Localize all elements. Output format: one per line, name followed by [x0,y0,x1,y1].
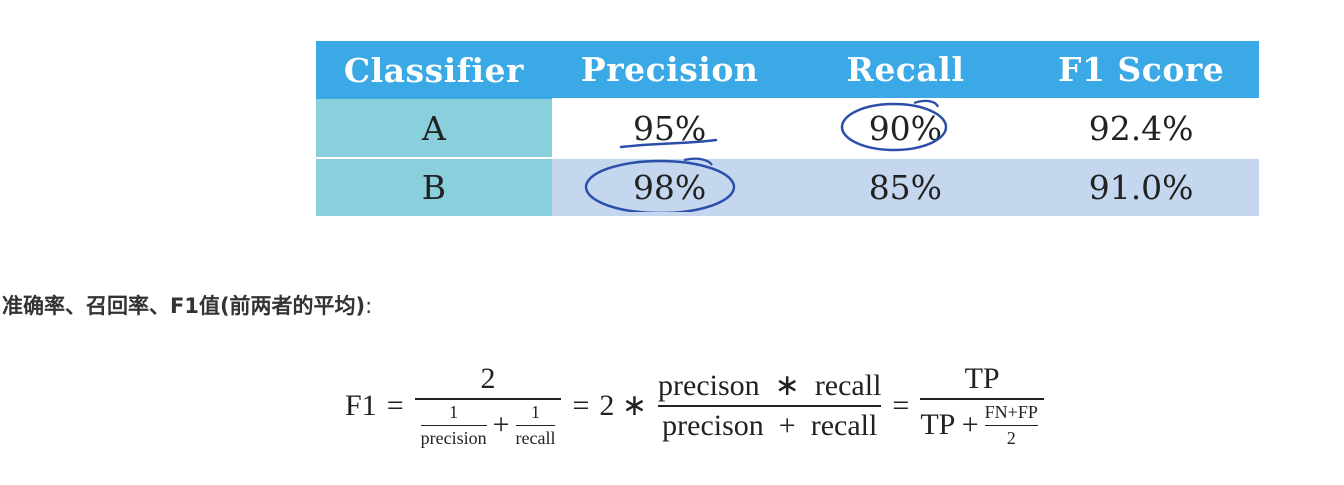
cell-precision-b: 98% [551,157,788,216]
fn-fp-numerator: FN+FP [984,401,1038,422]
harmonic-denominator: 1 precision + 1 recall [415,402,562,450]
harmonic-numerator: 2 [480,362,496,395]
fraction-product-sum: precison ∗ recall precison + recall [658,368,882,443]
fraction-bar [515,424,556,426]
sum-denominator: precison + recall [662,408,878,442]
fraction-bar [984,424,1038,426]
section-heading: 准确率、召回率、F1值(前两者的平均): [2,290,372,320]
tp-den-term: TP + [920,408,979,442]
fraction-bar [920,398,1044,400]
tp-numerator: TP [964,362,1000,395]
cell-f1-b: 91.0% [1023,157,1259,216]
cell-classifier-b: B [316,157,552,216]
fraction-inv-recall: 1 recall [515,401,556,450]
header-f1-score: F1 Score [1023,41,1259,99]
f1-formula: F1 = 2 1 precision + 1 recall = 2 ∗ prec… [340,362,1050,449]
cell-recall-b: 85% [787,157,1024,216]
inv-recall-den: recall [515,428,556,448]
fraction-bar [414,398,562,400]
formula-lhs: F1 [345,388,377,422]
product-numerator: precison ∗ recall [658,369,882,403]
table-header-row: Classifier Precision Recall F1 Score [316,41,1259,99]
formula-multiplier: 2 ∗ [599,389,648,422]
inv-precision-den: precision [420,428,487,448]
formula-equals-3: = [892,388,910,422]
heading-text: 准确率、召回率、F1值(前两者的平均) [2,294,366,318]
plus-sign: + [492,408,510,442]
inv-precision-num: 1 [449,401,459,422]
heading-colon: : [365,294,373,318]
fraction-bar [420,424,487,426]
fraction-bar [658,405,882,407]
cell-precision-a: 95% [551,98,788,158]
cell-classifier-a: A [316,99,552,158]
metrics-table: Classifier Precision Recall F1 Score A 9… [316,41,1259,216]
cell-f1-a: 92.4% [1023,98,1259,158]
formula-equals-1: = [386,388,404,422]
classifier-table: Classifier Precision Recall F1 Score A 9… [316,41,1259,216]
header-precision: Precision [551,41,788,99]
fn-fp-denominator: 2 [1006,428,1016,448]
tp-denominator: TP + FN+FP 2 [920,402,1044,450]
inv-recall-num: 1 [531,401,540,422]
table-row: A 95% 90% 92.4% [316,98,1259,158]
fraction-fn-fp: FN+FP 2 [984,401,1038,450]
fraction-harmonic: 2 1 precision + 1 recall [414,362,562,450]
cell-recall-a: 90% [787,98,1024,158]
header-classifier: Classifier [316,41,552,99]
formula-equals-2: = [572,388,590,422]
fraction-inv-precision: 1 precision [420,401,487,450]
fraction-tp: TP TP + FN+FP 2 [920,362,1044,449]
header-recall: Recall [787,41,1024,99]
table-row: B 98% 85% 91.0% [316,157,1259,216]
